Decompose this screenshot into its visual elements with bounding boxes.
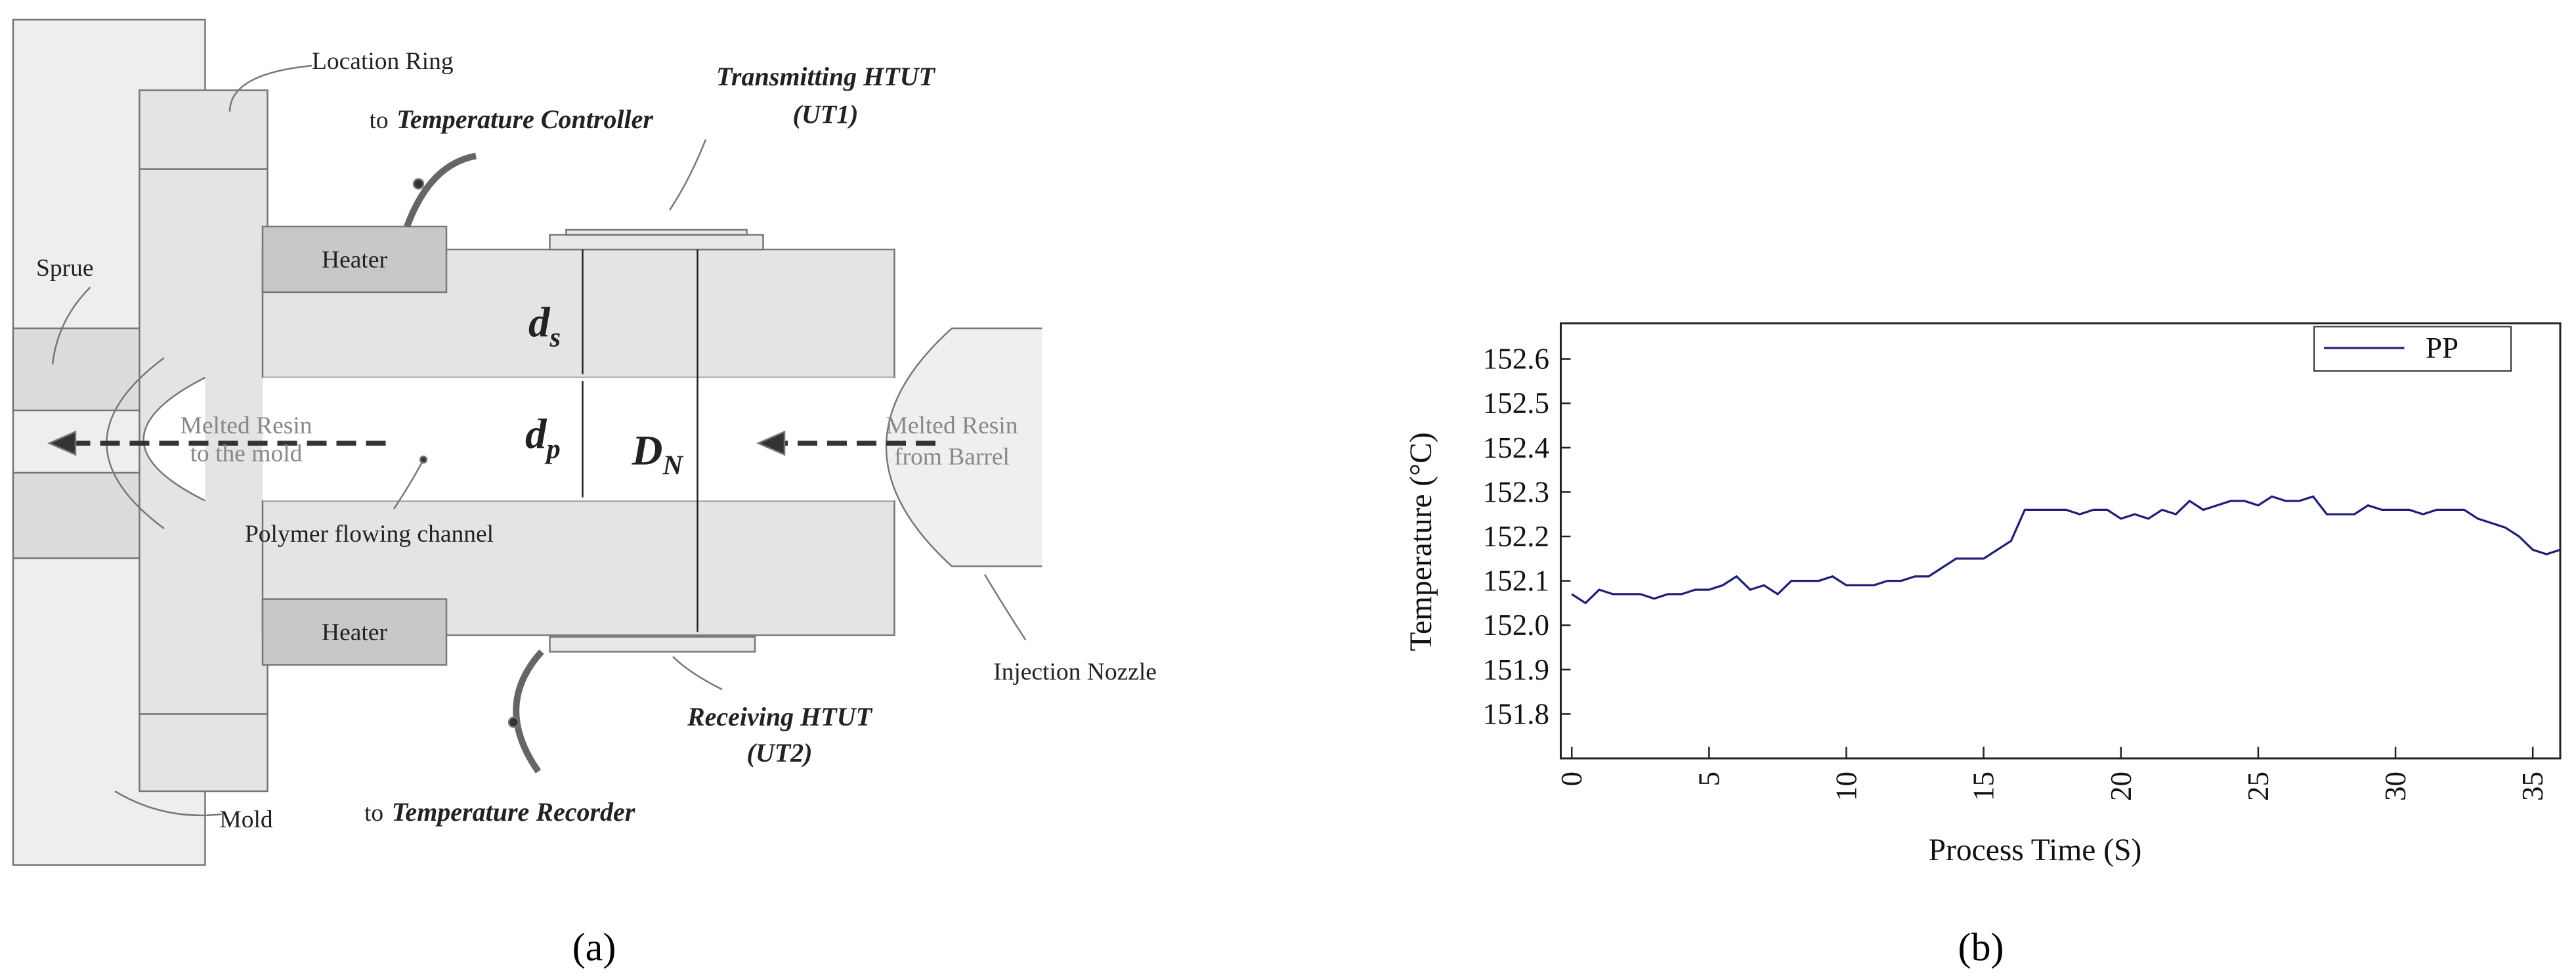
y-tick-label: 152.6 [1483, 343, 1549, 376]
y-tick-label: 152.2 [1483, 520, 1549, 553]
label: Location Ring [312, 48, 454, 75]
label: Sprue [36, 255, 94, 282]
caption: (b) [1958, 925, 2004, 968]
arrow-head [47, 430, 77, 456]
x-tick-label: 30 [2379, 772, 2412, 801]
x-axis-label: Process Time (S) [1929, 833, 2142, 867]
leader [672, 656, 723, 691]
x-tick-label: 20 [2105, 772, 2137, 801]
leader [983, 574, 1027, 641]
leader [668, 139, 707, 211]
diagram [12, 18, 1042, 866]
sensor-bottom [549, 636, 756, 653]
heater-bottom [261, 598, 448, 666]
sensor-top [549, 234, 764, 251]
sprue-upper [12, 327, 146, 412]
symbol-sub: p [544, 434, 561, 465]
leader [393, 459, 425, 510]
chart: 151.8 151.9 152.0 152.1 152.2 152.3 152.4 152.5… [1483, 326, 2561, 801]
data-line [1571, 495, 2561, 605]
x-tick-label: 25 [2242, 772, 2275, 801]
cable-top [404, 152, 477, 228]
label: from Barrel [894, 444, 1010, 471]
label-name: Temperature Controller [397, 104, 653, 134]
y-tick-label: 152.0 [1483, 609, 1549, 642]
x-tick-label: 10 [1830, 772, 1863, 801]
label: (UT1) [793, 100, 859, 129]
cable-bottom [513, 649, 544, 773]
leader [51, 286, 91, 365]
symbol-main: d [528, 299, 551, 346]
y-tick-label: 151.8 [1483, 697, 1549, 730]
label: to the mold [190, 441, 303, 468]
symbol-sub: N [662, 450, 683, 481]
sprue-lower [12, 471, 146, 559]
cable-joint [507, 716, 520, 728]
label: Melted Resin [180, 412, 312, 439]
label: Melted Resin [886, 412, 1018, 439]
y-tick-label: 152.1 [1483, 565, 1549, 598]
x-tick-label: 15 [1967, 772, 2000, 801]
symbol-sub: s [549, 322, 561, 353]
cable-joint [412, 178, 425, 190]
resin-front [142, 376, 206, 502]
label-prefix: to [370, 107, 389, 134]
y-tick-label: 151.9 [1483, 653, 1549, 686]
x-tick-label: 5 [1692, 772, 1725, 787]
symbol-main: D [632, 427, 663, 475]
label: (UT2) [747, 738, 813, 768]
channel [263, 378, 895, 501]
x-tick-label: 35 [2516, 772, 2549, 801]
y-tick-label: 152.4 [1483, 431, 1549, 464]
symbol: DN [632, 427, 684, 481]
nozzle [885, 327, 1042, 567]
symbol: ds [528, 299, 561, 353]
label: Mold [219, 806, 273, 833]
leader-dot [419, 455, 428, 464]
label: Polymer flowing channel [245, 521, 494, 548]
heater-top [261, 225, 448, 294]
label: Transmitting HTUT [716, 62, 936, 91]
label: Heater [322, 246, 387, 273]
leader [114, 790, 222, 817]
arrow-head [756, 430, 786, 456]
label: to Temperature Recorder [364, 797, 635, 827]
plot-frame [1560, 322, 2562, 760]
label: Injection Nozzle [993, 659, 1157, 685]
y-axis-label: Temperature (°C) [1404, 432, 1438, 651]
label: to Temperature Controller [370, 104, 654, 134]
leader [228, 64, 312, 112]
y-tick-label: 152.3 [1483, 475, 1549, 508]
caption: (a) [572, 925, 616, 968]
y-tick-label: 152.5 [1483, 387, 1549, 420]
label: Heater [322, 619, 387, 646]
sensor-top-cap [565, 228, 748, 236]
legend-label: PP [2426, 332, 2458, 364]
location-ring-top [139, 89, 268, 170]
x-tick-label: 0 [1555, 772, 1588, 787]
label: Receiving HTUT [687, 702, 873, 731]
symbol: dp [525, 410, 561, 464]
symbol-main: d [525, 410, 547, 458]
label-name: Temperature Recorder [392, 797, 635, 827]
label-prefix: to [364, 800, 383, 827]
location-ring-bottom [139, 713, 268, 793]
